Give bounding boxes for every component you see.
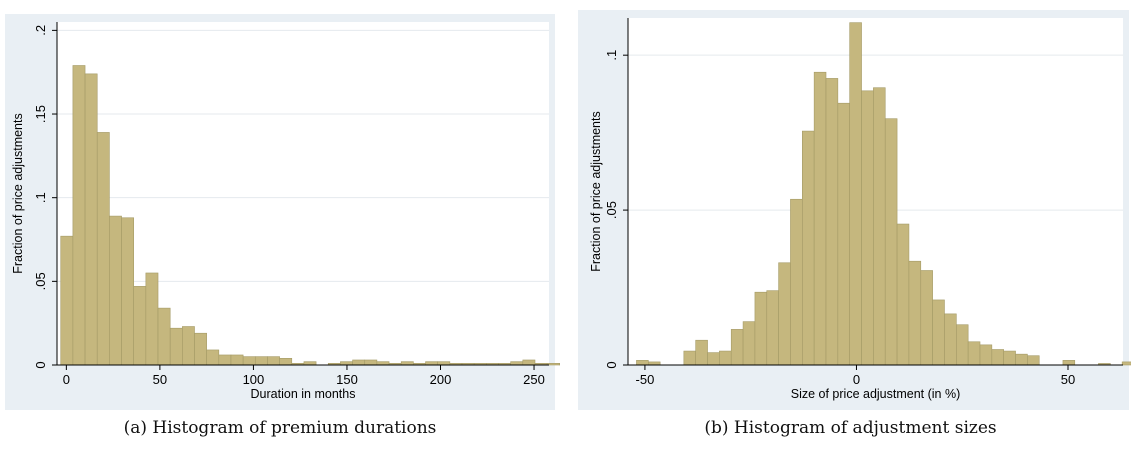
histogram-bar	[109, 215, 122, 366]
histogram-bar	[695, 339, 708, 366]
histogram-bar	[790, 198, 803, 366]
histogram-bar	[683, 350, 696, 366]
caption-a: (a) Histogram of premium durations	[123, 418, 437, 438]
x-tick-label: 0	[63, 372, 70, 387]
y-tick-label: .2	[33, 25, 48, 36]
x-tick-label: 0	[853, 372, 860, 387]
histogram-bar	[169, 327, 183, 366]
x-tick-label: 200	[430, 372, 452, 387]
histogram-bar	[437, 361, 451, 366]
histogram-bar	[121, 217, 134, 366]
histogram-bar	[218, 354, 232, 366]
histogram-bar	[145, 272, 159, 366]
histogram-bar	[72, 65, 86, 366]
histogram-premium-durations: 0 .05 .1 .15 .2 0 50 100 150 200 250 Duration in mo…	[0, 0, 572, 415]
histogram-bar	[1121, 361, 1131, 366]
histogram-bar	[1062, 360, 1076, 366]
histogram-bar	[896, 223, 910, 366]
histogram-bar	[133, 286, 147, 366]
histogram-bar	[849, 22, 862, 366]
histogram-bar	[956, 324, 969, 366]
histogram-bar	[254, 356, 268, 366]
histogram-bar	[400, 361, 414, 366]
histogram-bar	[944, 313, 957, 366]
histogram-bar	[837, 102, 850, 366]
histogram-bar	[719, 350, 732, 366]
x-axis-title: Duration in months	[251, 387, 356, 401]
histogram-bar	[303, 361, 317, 366]
chart-b-svg: 0 .05 .1 -50 0 50 Size of price adjustment (in…	[578, 10, 1131, 410]
histogram-bar	[1015, 353, 1028, 366]
histogram-bar	[813, 71, 827, 366]
histogram-bar	[778, 262, 791, 366]
histogram-bar	[873, 87, 886, 366]
y-tick-label: .1	[33, 192, 48, 203]
histogram-bar	[861, 90, 874, 366]
x-tick-label: 50	[1061, 372, 1075, 387]
histogram-bar	[60, 235, 74, 366]
histogram-bar	[754, 291, 768, 366]
histogram-bar	[636, 360, 649, 366]
histogram-bar	[194, 332, 207, 366]
y-tick-label: 0	[604, 361, 619, 368]
histogram-adjustment-sizes: 0 .05 .1 -50 0 50 Size of price adjustment (in…	[570, 0, 1131, 415]
y-tick-label: .1	[604, 50, 619, 61]
histogram-bar	[967, 341, 981, 366]
y-axis-title: Fraction of price adjustments	[589, 111, 603, 272]
histogram-bar	[932, 299, 945, 366]
histogram-bar	[352, 359, 366, 366]
histogram-bar	[730, 329, 744, 366]
histogram-bar	[279, 358, 293, 366]
histogram-bar	[908, 260, 922, 366]
histogram-bar	[84, 73, 98, 366]
histogram-bar	[157, 307, 171, 366]
histogram-bar	[522, 359, 536, 366]
x-tick-label: 150	[336, 372, 358, 387]
histogram-bar	[802, 130, 815, 366]
x-tick-label: 50	[153, 372, 167, 387]
y-tick-label: 0	[33, 361, 48, 368]
histogram-bar	[979, 344, 993, 366]
histogram-bar	[1003, 350, 1016, 366]
histogram-bar	[558, 363, 572, 366]
histogram-bar	[376, 361, 390, 366]
histogram-bar	[884, 118, 898, 366]
y-tick-label: .05	[604, 201, 619, 219]
histogram-bar	[96, 132, 110, 366]
histogram-bar	[920, 270, 933, 366]
histogram-bar	[267, 356, 280, 366]
y-tick-label: .15	[33, 105, 48, 123]
histogram-bar	[742, 321, 756, 366]
histogram-bar	[340, 361, 353, 366]
x-tick-label: 250	[523, 372, 545, 387]
x-tick-label: 100	[243, 372, 265, 387]
histogram-bar	[1027, 355, 1040, 366]
histogram-bar	[182, 326, 195, 366]
chart-a-svg: 0 .05 .1 .15 .2 0 50 100 150 200 250 Duration in mo…	[5, 14, 572, 410]
caption-b: (b) Histogram of adjustment sizes	[704, 418, 997, 438]
histogram-bar	[991, 349, 1004, 366]
histogram-bar	[766, 290, 779, 366]
histogram-bar	[425, 361, 438, 366]
y-axis-title: Fraction of price adjustments	[11, 113, 25, 274]
x-axis-title: Size of price adjustment (in %)	[791, 387, 961, 401]
histogram-bar	[364, 359, 378, 366]
histogram-bar	[707, 352, 720, 366]
histogram-bar	[825, 78, 839, 366]
histogram-bar	[242, 356, 256, 366]
histogram-bar	[510, 361, 524, 366]
histogram-bar	[206, 349, 220, 366]
histogram-bar	[230, 354, 244, 366]
y-tick-label: .05	[33, 272, 48, 290]
x-tick-label: -50	[636, 372, 655, 387]
